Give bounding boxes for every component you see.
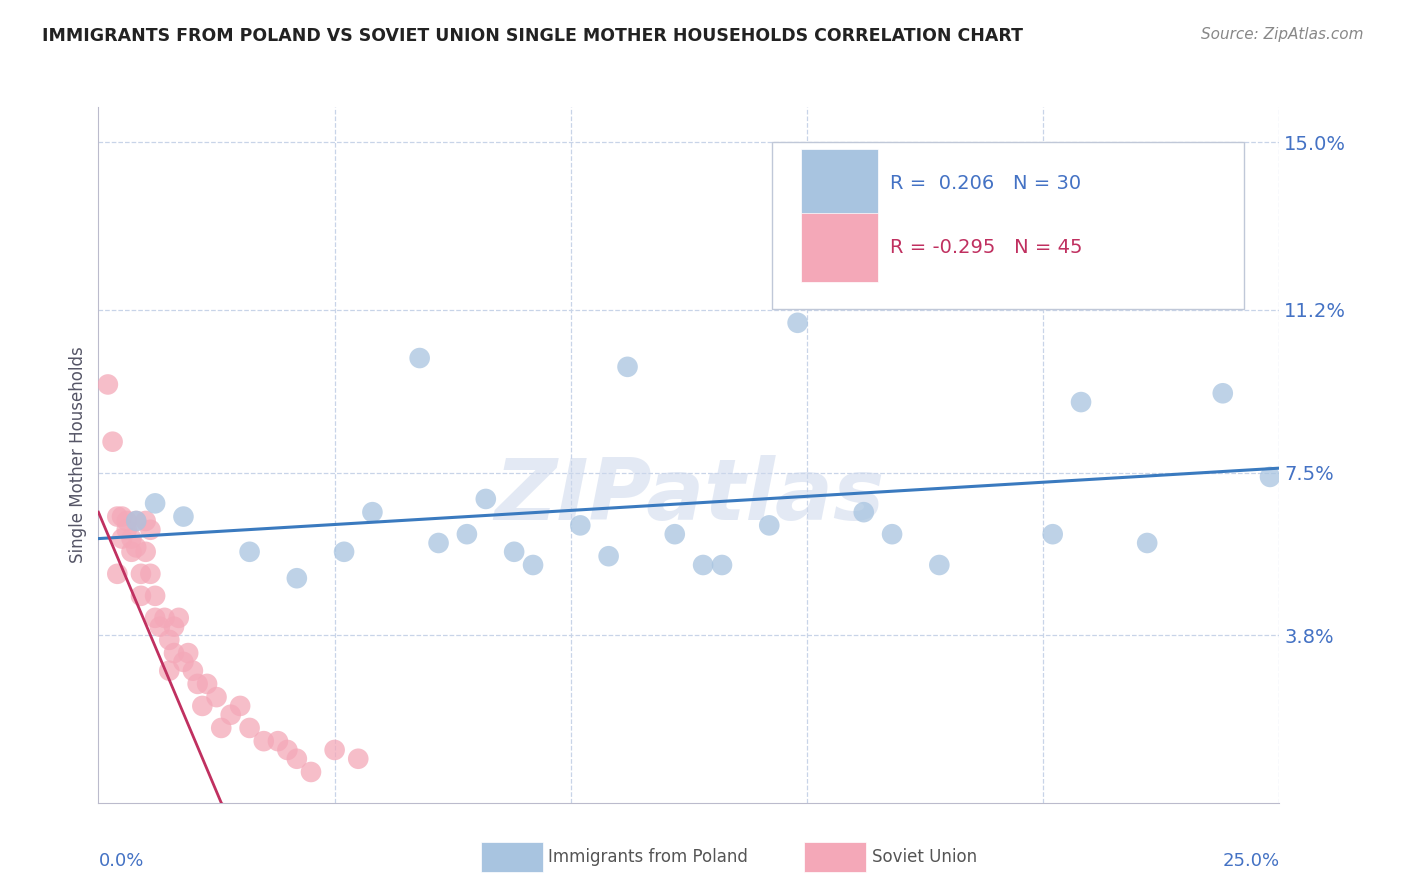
Point: [285, 571, 308, 585]
Text: R =  0.206   N = 30: R = 0.206 N = 30: [890, 174, 1081, 193]
Text: ZIPatlas: ZIPatlas: [494, 455, 884, 538]
Point: [239, 721, 262, 735]
Text: 0.0%: 0.0%: [98, 852, 143, 870]
Point: [711, 558, 734, 572]
Point: [408, 351, 430, 365]
Point: [834, 250, 856, 264]
Text: R = -0.295   N = 45: R = -0.295 N = 45: [890, 238, 1083, 257]
Point: [135, 514, 157, 528]
Point: [786, 316, 808, 330]
Point: [239, 545, 262, 559]
Point: [125, 541, 148, 555]
Point: [111, 509, 134, 524]
Point: [129, 589, 152, 603]
Point: [125, 514, 148, 528]
Point: [115, 523, 138, 537]
Point: [105, 566, 128, 581]
Text: IMMIGRANTS FROM POLAND VS SOVIET UNION SINGLE MOTHER HOUSEHOLDS CORRELATION CHAR: IMMIGRANTS FROM POLAND VS SOVIET UNION S…: [42, 27, 1024, 45]
Point: [1042, 527, 1064, 541]
Point: [167, 611, 190, 625]
Point: [209, 721, 232, 735]
Point: [121, 545, 143, 559]
Point: [276, 743, 298, 757]
Point: [163, 620, 186, 634]
Point: [191, 698, 214, 713]
Point: [758, 518, 780, 533]
Point: [135, 545, 157, 559]
Point: [1258, 470, 1281, 484]
Point: [143, 589, 166, 603]
Point: [115, 514, 138, 528]
Point: [163, 646, 186, 660]
Point: [129, 566, 152, 581]
Point: [347, 752, 370, 766]
Point: [153, 611, 176, 625]
Point: [101, 434, 124, 449]
Point: [503, 545, 526, 559]
Point: [172, 655, 194, 669]
Text: Soviet Union: Soviet Union: [872, 848, 977, 866]
Point: [187, 677, 209, 691]
Point: [139, 523, 162, 537]
Point: [139, 566, 162, 581]
Point: [522, 558, 544, 572]
Point: [928, 558, 950, 572]
Point: [880, 527, 903, 541]
Point: [111, 532, 134, 546]
Point: [177, 646, 200, 660]
Text: Immigrants from Poland: Immigrants from Poland: [548, 848, 748, 866]
Point: [475, 491, 498, 506]
FancyBboxPatch shape: [772, 142, 1244, 309]
Point: [143, 611, 166, 625]
Point: [172, 509, 194, 524]
Point: [333, 545, 356, 559]
Point: [229, 698, 252, 713]
Point: [157, 632, 180, 647]
Point: [1136, 536, 1159, 550]
Point: [1212, 386, 1234, 401]
Point: [97, 377, 120, 392]
Point: [267, 734, 290, 748]
Point: [143, 496, 166, 510]
Point: [323, 743, 346, 757]
Point: [852, 505, 875, 519]
Text: Source: ZipAtlas.com: Source: ZipAtlas.com: [1201, 27, 1364, 42]
Point: [1070, 395, 1092, 409]
Point: [181, 664, 204, 678]
Point: [253, 734, 276, 748]
Point: [195, 677, 218, 691]
Point: [105, 509, 128, 524]
FancyBboxPatch shape: [801, 213, 877, 283]
Point: [285, 752, 308, 766]
Point: [427, 536, 450, 550]
Point: [125, 514, 148, 528]
Text: 25.0%: 25.0%: [1222, 852, 1279, 870]
Point: [219, 707, 242, 722]
Y-axis label: Single Mother Households: Single Mother Households: [69, 347, 87, 563]
Point: [692, 558, 714, 572]
Point: [205, 690, 228, 705]
Point: [157, 664, 180, 678]
Point: [149, 620, 172, 634]
Point: [569, 518, 592, 533]
Point: [299, 764, 322, 779]
Point: [616, 359, 638, 374]
FancyBboxPatch shape: [801, 148, 877, 218]
Point: [664, 527, 686, 541]
Point: [598, 549, 620, 564]
Point: [361, 505, 384, 519]
Point: [121, 532, 143, 546]
Point: [456, 527, 478, 541]
